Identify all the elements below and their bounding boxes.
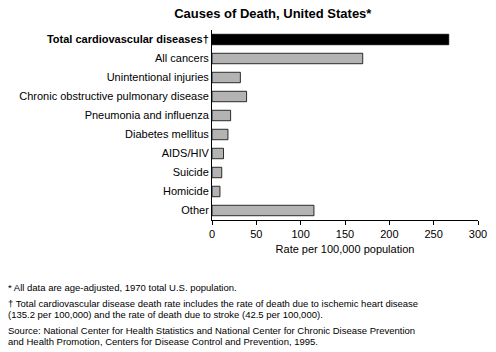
svg-text:200: 200 bbox=[380, 228, 398, 240]
svg-text:Pneumonia and influenza: Pneumonia and influenza bbox=[85, 109, 210, 121]
svg-text:0: 0 bbox=[209, 228, 215, 240]
svg-text:Suicide: Suicide bbox=[173, 166, 209, 178]
svg-text:† Total cardiovascular disease: † Total cardiovascular disease death rat… bbox=[8, 298, 418, 309]
svg-text:Chronic obstructive pulmonary: Chronic obstructive pulmonary disease bbox=[19, 90, 209, 102]
svg-text:Homicide: Homicide bbox=[163, 185, 209, 197]
svg-text:250: 250 bbox=[424, 228, 442, 240]
svg-text:Causes of Death, United States: Causes of Death, United States* bbox=[174, 6, 372, 21]
svg-text:* All data are age-adjusted, 1: * All data are age-adjusted, 1970 total … bbox=[8, 282, 237, 293]
svg-text:Rate per 100,000 population: Rate per 100,000 population bbox=[276, 243, 415, 255]
svg-text:and Health Promotion, Centers: and Health Promotion, Centers for Diseas… bbox=[8, 336, 318, 347]
svg-text:Total cardiovascular diseases†: Total cardiovascular diseases† bbox=[47, 33, 209, 45]
svg-text:Source: National Center for He: Source: National Center for Health Stati… bbox=[8, 325, 415, 336]
svg-text:(135.2 per 100,000) and the ra: (135.2 per 100,000) and the rate of deat… bbox=[8, 309, 323, 320]
svg-text:Unintentional injuries: Unintentional injuries bbox=[107, 71, 210, 83]
svg-text:50: 50 bbox=[250, 228, 262, 240]
svg-text:AIDS/HIV: AIDS/HIV bbox=[162, 147, 210, 159]
svg-text:Other: Other bbox=[181, 204, 209, 216]
svg-text:100: 100 bbox=[291, 228, 309, 240]
svg-text:All cancers: All cancers bbox=[155, 52, 209, 64]
svg-text:300: 300 bbox=[469, 228, 487, 240]
svg-text:Diabetes mellitus: Diabetes mellitus bbox=[125, 128, 209, 140]
svg-text:150: 150 bbox=[336, 228, 354, 240]
